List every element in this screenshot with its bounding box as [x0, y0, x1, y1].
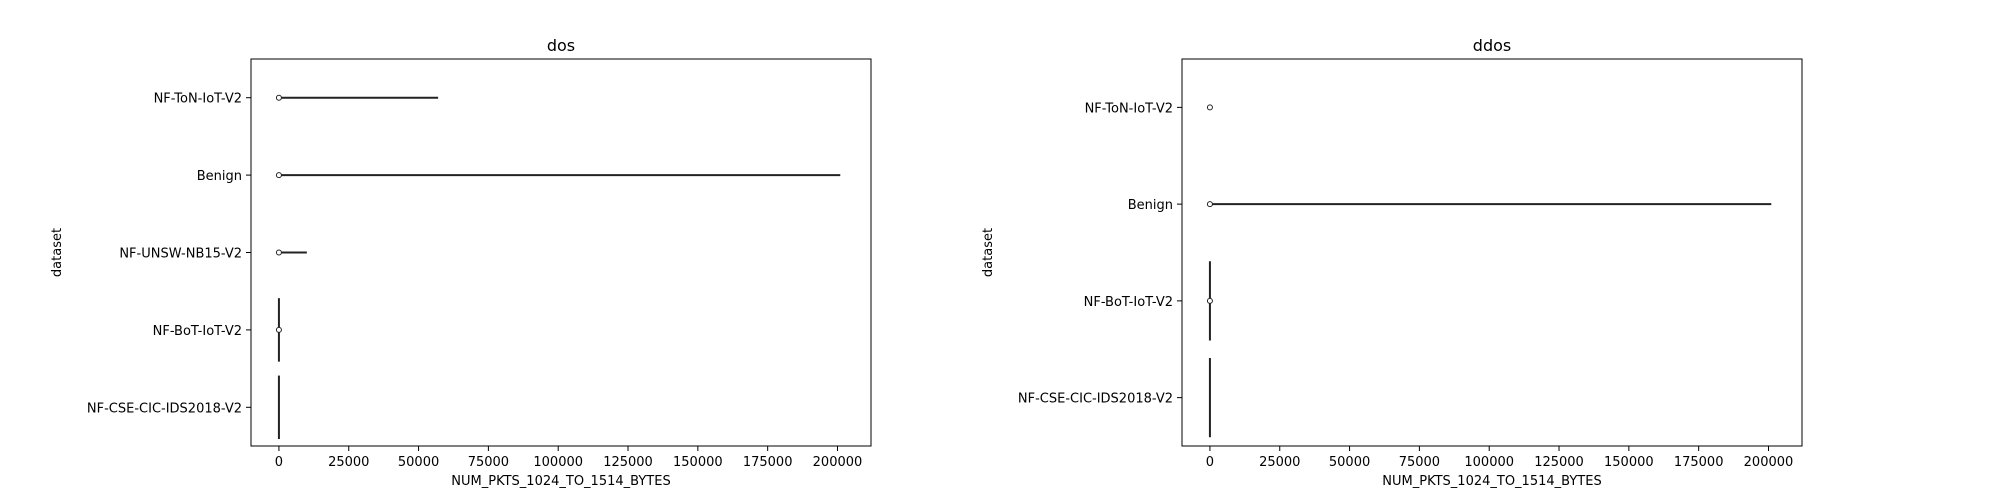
x-axis-label: NUM_PKTS_1024_TO_1514_BYTES	[1382, 474, 1601, 489]
x-tick-label: 25000	[1259, 455, 1300, 470]
y-tick-label: NF-CSE-CIC-IDS2018-V2	[87, 401, 242, 416]
x-tick-label: 100000	[1464, 455, 1514, 470]
chart-panel-ddos: ddos 0 25000 50000 75000 100000 125000 150000 17…	[981, 36, 1803, 489]
chart-title: ddos	[1473, 36, 1511, 55]
y-axis-label: dataset	[50, 228, 65, 277]
x-tick-label: 175000	[743, 455, 793, 470]
y-tick-label: NF-BoT-IoT-V2	[1084, 295, 1173, 310]
y-tick-label: NF-CSE-CIC-IDS2018-V2	[1018, 392, 1173, 407]
x-tick-label: 25000	[328, 455, 369, 470]
x-tick-label: 0	[1206, 455, 1214, 470]
x-tick-label: 125000	[1534, 455, 1584, 470]
y-axis-label: dataset	[981, 228, 996, 277]
plot-frame	[250, 58, 872, 447]
y-tick-label: NF-UNSW-NB15-V2	[119, 247, 242, 262]
chart-title: dos	[547, 36, 575, 55]
x-tick-label: 150000	[1604, 455, 1654, 470]
x-tick-label: 200000	[813, 455, 863, 470]
median-point-Benign	[275, 172, 282, 179]
plot-frame	[1181, 58, 1803, 447]
median-point-NF-ToN-IoT-V2	[275, 94, 282, 101]
x-tick-label: 50000	[398, 455, 439, 470]
median-point-Benign	[1206, 201, 1213, 208]
x-tick-label: 100000	[533, 455, 583, 470]
y-tick-label: Benign	[1128, 198, 1173, 213]
y-tick-label: NF-BoT-IoT-V2	[153, 324, 242, 339]
x-tick-label: 0	[275, 455, 283, 470]
x-tick-label: 75000	[468, 455, 509, 470]
y-tick-label: NF-ToN-IoT-V2	[1085, 101, 1173, 116]
x-tick-label: 125000	[603, 455, 653, 470]
median-point-NF-ToN-IoT-V2	[1206, 104, 1213, 111]
x-tick-label: 200000	[1744, 455, 1794, 470]
y-tick-label: NF-ToN-IoT-V2	[154, 92, 242, 107]
median-point-NF-BoT-IoT-V2	[275, 326, 282, 333]
median-point-NF-UNSW-NB15-V2	[275, 249, 282, 256]
x-tick-label: 150000	[673, 455, 723, 470]
chart-panel-dos: dos 0 25000 50000 75000 100000 125000 150000 175…	[50, 36, 872, 489]
median-point-NF-BoT-IoT-V2	[1206, 297, 1213, 304]
x-tick-label: 75000	[1399, 455, 1440, 470]
x-tick-label: 175000	[1674, 455, 1724, 470]
y-tick-label: Benign	[197, 169, 242, 184]
x-axis-label: NUM_PKTS_1024_TO_1514_BYTES	[451, 474, 670, 489]
x-tick-label: 50000	[1329, 455, 1370, 470]
